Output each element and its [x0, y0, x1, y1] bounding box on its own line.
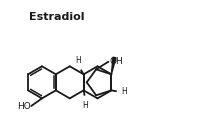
Text: OH: OH	[110, 57, 124, 66]
Polygon shape	[111, 57, 116, 74]
Text: Estradiol: Estradiol	[29, 12, 85, 22]
Text: HO: HO	[17, 102, 30, 111]
Text: H: H	[75, 56, 81, 65]
Text: H: H	[121, 87, 127, 96]
Text: H: H	[82, 101, 88, 110]
